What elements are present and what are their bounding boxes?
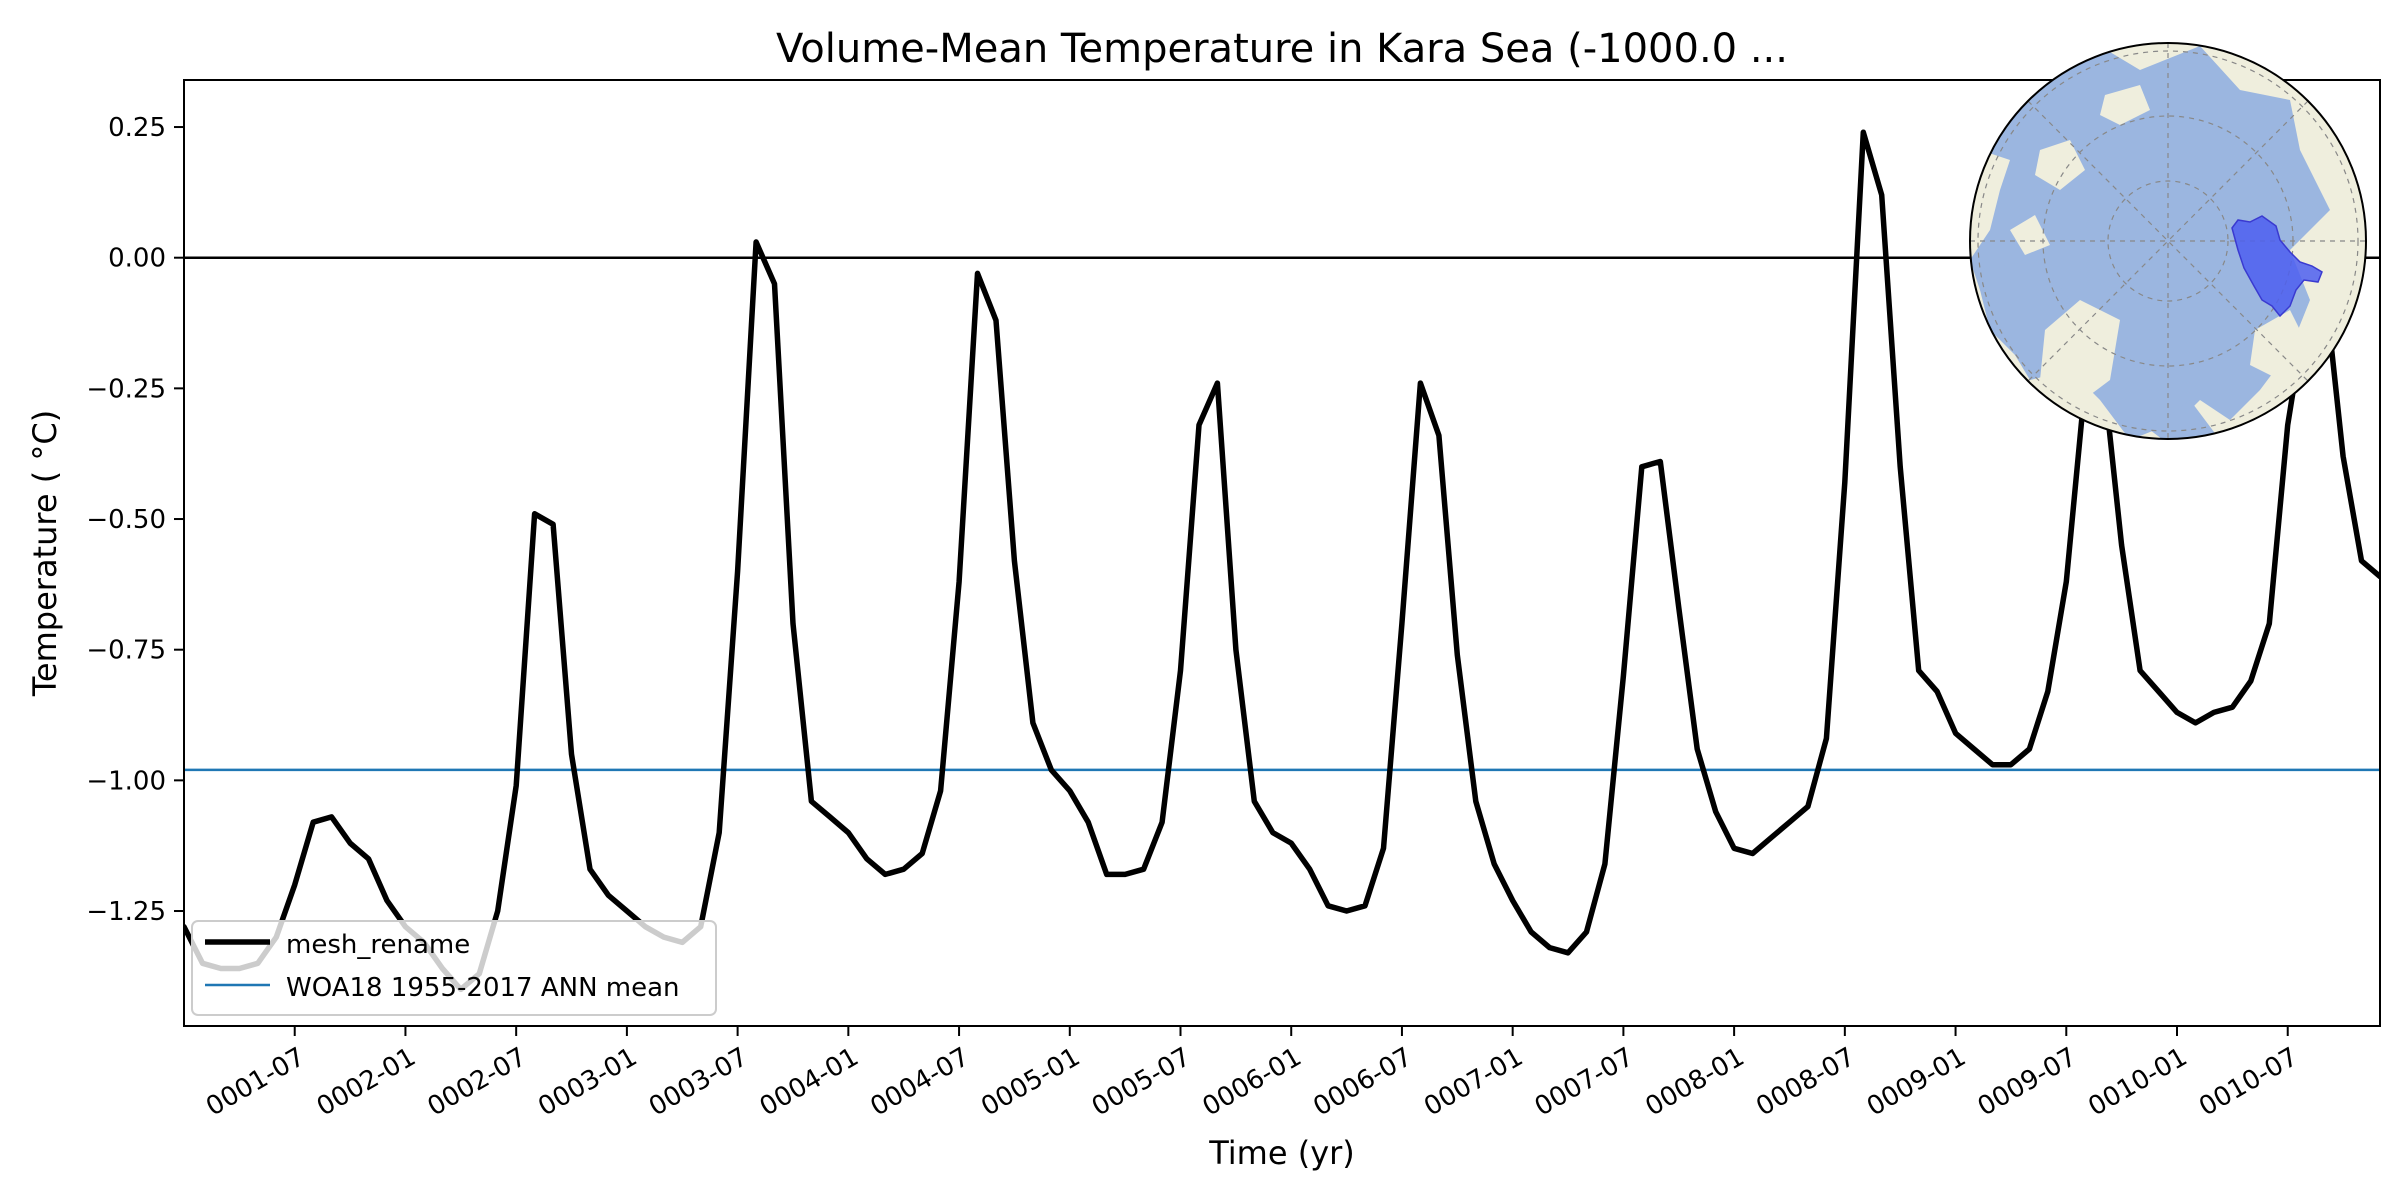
legend: mesh_rename WOA18 1955-2017 ANN mean: [191, 920, 717, 1016]
y-axis: 0.25 0.00 −0.25 −0.50 −0.75 −1.00 −1.25: [86, 113, 184, 927]
x-tick-label: 0002-01: [312, 1042, 421, 1122]
x-tick-label: 0009-01: [1862, 1042, 1971, 1122]
x-tick-label: 0004-01: [755, 1042, 864, 1122]
x-tick-label: 0005-01: [976, 1042, 1085, 1122]
y-tick-label: −0.75: [86, 636, 166, 666]
x-tick-label: 0005-07: [1087, 1042, 1196, 1122]
x-tick-label: 0006-07: [1308, 1042, 1417, 1122]
x-axis-label: Time (yr): [1208, 1134, 1355, 1172]
x-tick-label: 0007-01: [1419, 1042, 1528, 1122]
x-tick-label: 0003-07: [644, 1042, 753, 1122]
x-tick-label: 0010-01: [2083, 1042, 2192, 1122]
x-axis: 0001-07 0002-01 0002-07 0003-01 0003-07 0004-…: [201, 1026, 2303, 1122]
y-tick-label: 0.25: [108, 113, 166, 143]
x-tick-label: 0004-07: [865, 1042, 974, 1122]
x-tick-label: 0009-07: [1973, 1042, 2082, 1122]
kara-sea-region-shape: [2231, 215, 2323, 318]
mesh-rename-series-line: [184, 129, 2380, 993]
polar-map-icon: [1969, 42, 2367, 440]
y-tick-label: −1.25: [86, 897, 166, 927]
y-tick-label: −0.25: [86, 374, 166, 404]
x-tick-label: 0002-07: [423, 1042, 532, 1122]
chart-title: Volume-Mean Temperature in Kara Sea (-10…: [776, 26, 1788, 72]
x-tick-label: 0003-01: [533, 1042, 642, 1122]
legend-box: [191, 920, 717, 1016]
y-tick-label: −1.00: [86, 766, 166, 796]
map-border: [1969, 42, 2367, 440]
legend-label-mesh-rename: mesh_rename: [286, 930, 470, 960]
y-tick-label: −0.50: [86, 505, 166, 535]
y-axis-label: Temperature ( °C): [26, 410, 64, 697]
y-tick-label: 0.00: [108, 244, 166, 274]
x-tick-label: 0008-01: [1641, 1042, 1750, 1122]
x-tick-label: 0001-07: [201, 1042, 310, 1122]
x-tick-label: 0006-01: [1198, 1042, 1307, 1122]
x-tick-label: 0008-07: [1751, 1042, 1860, 1122]
plot-frame: [183, 79, 2381, 1027]
x-tick-label: 0007-07: [1530, 1042, 1639, 1122]
legend-label-woa18: WOA18 1955-2017 ANN mean: [286, 973, 680, 1003]
x-tick-label: 0010-07: [2194, 1042, 2303, 1122]
